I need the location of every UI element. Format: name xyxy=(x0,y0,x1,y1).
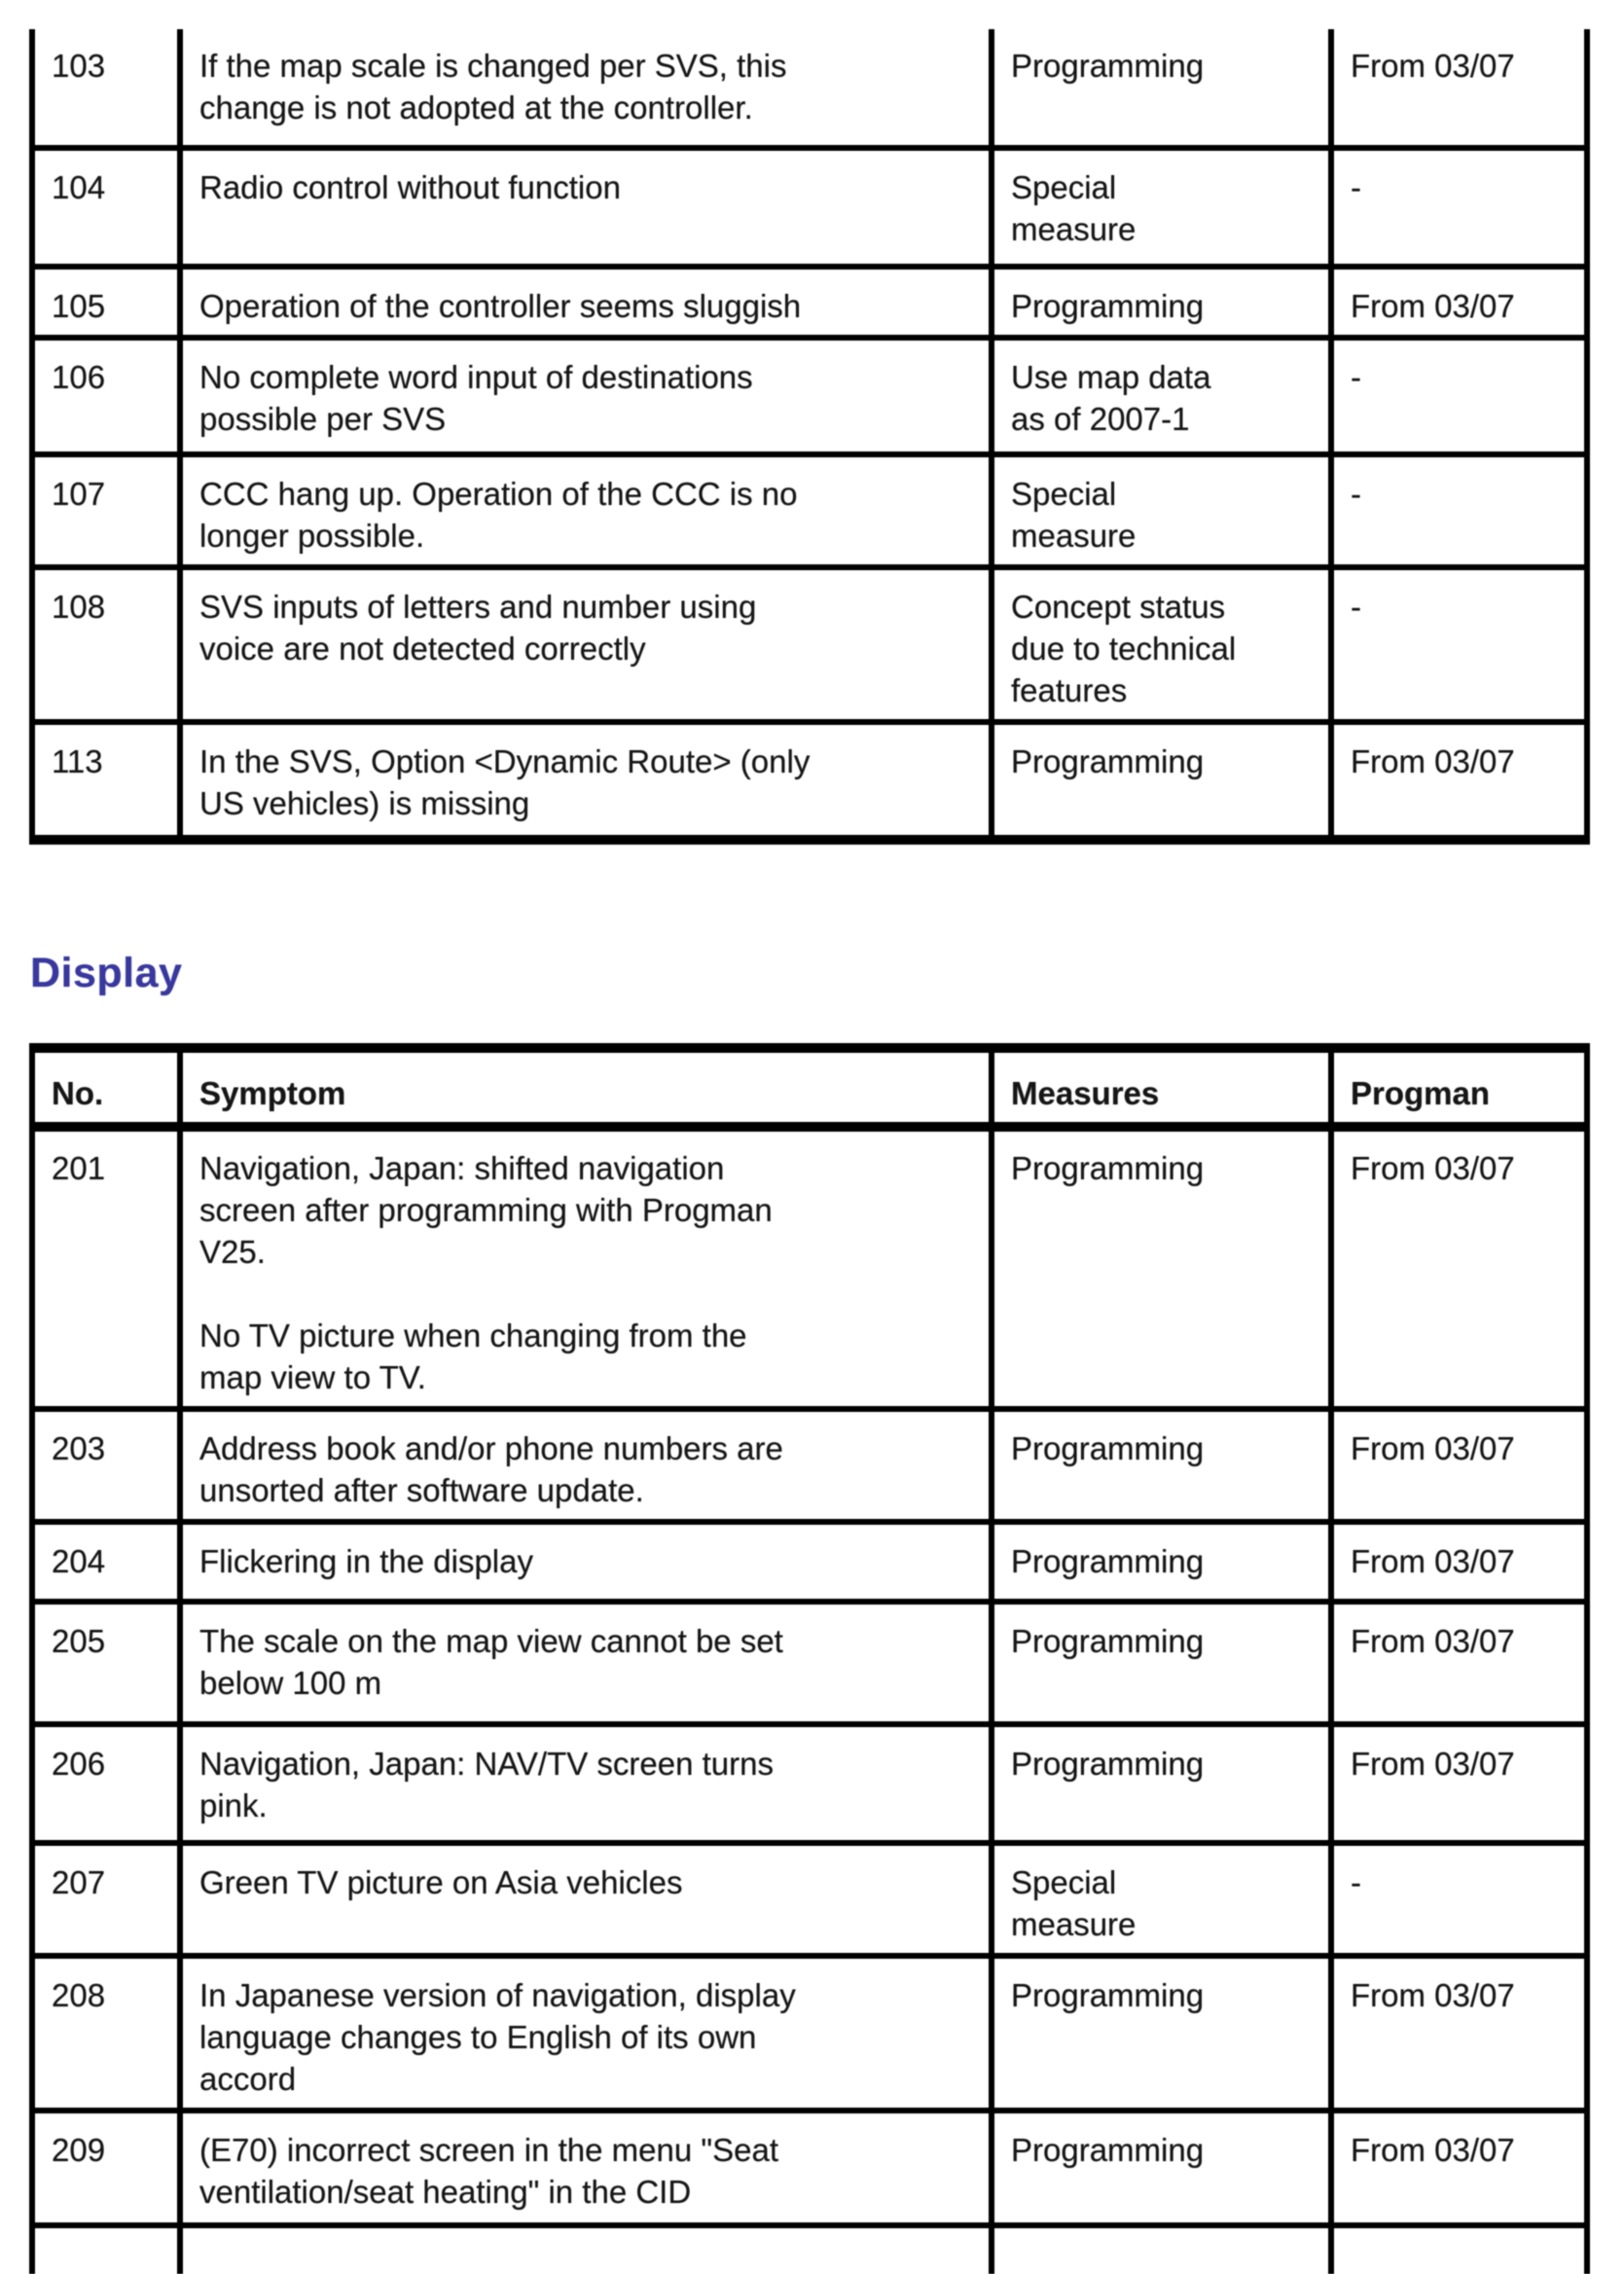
cell-progman: - xyxy=(1328,145,1590,270)
display-symptom-table: No. Symptom Measures Progman 201 Navigat… xyxy=(29,1043,1590,2274)
cell-no: 105 xyxy=(29,264,183,341)
table-row: 204 Flickering in the display Programmin… xyxy=(29,1519,1590,1605)
cell-progman: From 03/07 xyxy=(1328,719,1590,843)
cell-no: 207 xyxy=(29,1840,183,1959)
cell-progman: - xyxy=(1328,1840,1590,1959)
cell-progman: From 03/07 xyxy=(1328,1721,1590,1846)
section-heading-display: Display xyxy=(30,950,183,996)
cell-symptom: Navigation, Japan: NAV/TV screen turns p… xyxy=(177,1721,994,1846)
cell-symptom: No complete word input of destinations p… xyxy=(177,335,994,457)
cell-progman: - xyxy=(1328,564,1590,725)
cell-progman: From 03/07 xyxy=(1328,29,1590,151)
header-progman: Progman xyxy=(1328,1045,1590,1132)
cell-measures: Programming xyxy=(989,1519,1334,1605)
table-row: 103 If the map scale is changed per SVS,… xyxy=(29,29,1590,151)
table-row: 113 In the SVS, Option <Dynamic Route> (… xyxy=(29,719,1590,843)
symptom-table-continued: 103 If the map scale is changed per SVS,… xyxy=(29,29,1590,845)
cell-no xyxy=(29,2222,183,2274)
cell-measures xyxy=(989,2222,1334,2274)
cell-progman: - xyxy=(1328,451,1590,570)
cell-symptom: (E70) incorrect screen in the menu "Seat… xyxy=(177,2108,994,2228)
cell-no: 205 xyxy=(29,1599,183,1727)
scanned-document-page: 103 If the map scale is changed per SVS,… xyxy=(29,29,1590,2274)
header-symptom: Symptom xyxy=(177,1045,994,1132)
cell-progman: From 03/07 xyxy=(1328,1519,1590,1605)
cell-measures: Programming xyxy=(989,1599,1334,1727)
cell-symptom: In the SVS, Option <Dynamic Route> (only… xyxy=(177,719,994,843)
cell-measures: Programming xyxy=(989,29,1334,151)
cell-no: 108 xyxy=(29,564,183,725)
cell-symptom: The scale on the map view cannot be set … xyxy=(177,1599,994,1727)
cell-progman xyxy=(1328,2222,1590,2274)
cell-progman: From 03/07 xyxy=(1328,1406,1590,1525)
cell-measures: Special measure xyxy=(989,451,1334,570)
cell-measures: Programming xyxy=(989,1406,1334,1525)
cell-no: 208 xyxy=(29,1953,183,2113)
cell-measures: Programming xyxy=(989,1721,1334,1846)
cell-symptom: SVS inputs of letters and number using v… xyxy=(177,564,994,725)
cell-progman: From 03/07 xyxy=(1328,1599,1590,1727)
header-measures: Measures xyxy=(989,1045,1334,1132)
table-row: 201 Navigation, Japan: shifted navigatio… xyxy=(29,1124,1590,1412)
table-row: 106 No complete word input of destinatio… xyxy=(29,335,1590,457)
table-row: 108 SVS inputs of letters and number usi… xyxy=(29,564,1590,725)
cell-progman: From 03/07 xyxy=(1328,1953,1590,2113)
table-row: 107 CCC hang up. Operation of the CCC is… xyxy=(29,451,1590,570)
cell-measures: Programming xyxy=(989,719,1334,843)
table-row: 207 Green TV picture on Asia vehicles Sp… xyxy=(29,1840,1590,1959)
cell-measures: Use map data as of 2007-1 xyxy=(989,335,1334,457)
cell-no: 107 xyxy=(29,451,183,570)
cell-no: 104 xyxy=(29,145,183,270)
table-row: 206 Navigation, Japan: NAV/TV screen tur… xyxy=(29,1721,1590,1846)
cell-progman: From 03/07 xyxy=(1328,264,1590,341)
table-row: 209 (E70) incorrect screen in the menu "… xyxy=(29,2108,1590,2228)
table-row: 104 Radio control without function Speci… xyxy=(29,145,1590,270)
cell-symptom: Operation of the controller seems sluggi… xyxy=(177,264,994,341)
table-header-row: No. Symptom Measures Progman xyxy=(29,1045,1590,1132)
cell-symptom: CCC hang up. Operation of the CCC is no … xyxy=(177,451,994,570)
cell-progman: - xyxy=(1328,335,1590,457)
cell-no: 206 xyxy=(29,1721,183,1846)
table-row: 105 Operation of the controller seems sl… xyxy=(29,264,1590,341)
table-row: 205 The scale on the map view cannot be … xyxy=(29,1599,1590,1727)
cell-symptom: In Japanese version of navigation, displ… xyxy=(177,1953,994,2113)
cell-progman: From 03/07 xyxy=(1328,1124,1590,1412)
header-no: No. xyxy=(29,1045,183,1132)
table-row: 203 Address book and/or phone numbers ar… xyxy=(29,1406,1590,1525)
cell-symptom: Flickering in the display xyxy=(177,1519,994,1605)
cell-measures: Concept status due to technical features xyxy=(989,564,1334,725)
cell-measures: Programming xyxy=(989,1124,1334,1412)
cell-symptom: If the map scale is changed per SVS, thi… xyxy=(177,29,994,151)
cell-no: 203 xyxy=(29,1406,183,1525)
cell-measures: Programming xyxy=(989,2108,1334,2228)
cell-symptom: Green TV picture on Asia vehicles xyxy=(177,1840,994,1959)
cell-symptom: Radio control without function xyxy=(177,145,994,270)
cell-measures: Programming xyxy=(989,1953,1334,2113)
cell-symptom: Navigation, Japan: shifted navigation sc… xyxy=(177,1124,994,1412)
table-row: 208 In Japanese version of navigation, d… xyxy=(29,1953,1590,2113)
cell-no: 201 xyxy=(29,1124,183,1412)
cell-measures: Special measure xyxy=(989,1840,1334,1959)
cell-measures: Special measure xyxy=(989,145,1334,270)
cell-no: 113 xyxy=(29,719,183,843)
cell-progman: From 03/07 xyxy=(1328,2108,1590,2228)
cell-symptom xyxy=(177,2222,994,2274)
cell-no: 106 xyxy=(29,335,183,457)
cell-no: 209 xyxy=(29,2108,183,2228)
table-row-partial-cutoff xyxy=(29,2222,1590,2274)
cell-symptom: Address book and/or phone numbers are un… xyxy=(177,1406,994,1525)
cell-no: 204 xyxy=(29,1519,183,1605)
cell-measures: Programming xyxy=(989,264,1334,341)
cell-no: 103 xyxy=(29,29,183,151)
